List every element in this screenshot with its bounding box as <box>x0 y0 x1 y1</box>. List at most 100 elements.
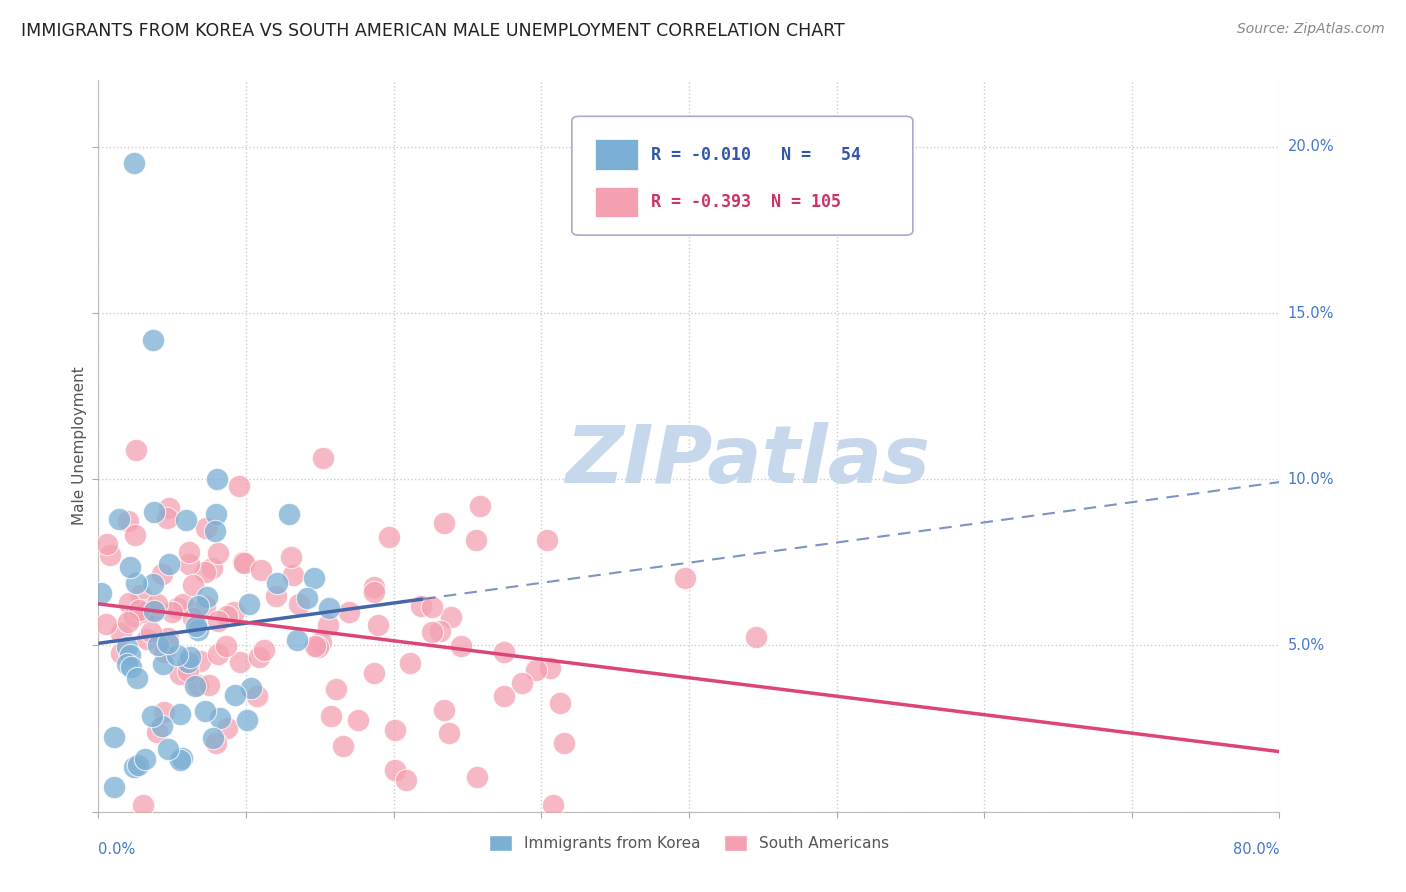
Point <box>399 657 422 671</box>
Point <box>118 596 141 610</box>
Point <box>316 617 339 632</box>
Point <box>304 571 326 585</box>
Point <box>283 568 305 582</box>
Point <box>146 638 169 652</box>
Point <box>285 632 308 647</box>
Point <box>429 624 451 638</box>
Point <box>470 499 492 513</box>
Point <box>152 645 174 659</box>
Point <box>153 705 176 719</box>
Point <box>156 636 179 650</box>
Point <box>377 530 399 544</box>
Point <box>146 725 169 739</box>
Point <box>384 763 406 777</box>
Point <box>120 648 142 662</box>
Point <box>128 603 150 617</box>
Point <box>309 635 332 649</box>
Text: Source: ZipAtlas.com: Source: ZipAtlas.com <box>1237 22 1385 37</box>
Point <box>492 644 515 658</box>
Point <box>127 758 149 772</box>
Point <box>295 591 318 606</box>
Point <box>142 603 165 617</box>
Point <box>124 528 146 542</box>
Point <box>125 443 148 458</box>
Point <box>394 772 416 787</box>
Point <box>125 671 148 685</box>
Point <box>150 566 173 581</box>
Point <box>157 558 180 572</box>
Point <box>510 676 533 690</box>
Point <box>745 630 768 644</box>
Point <box>150 719 173 733</box>
Point <box>673 571 696 585</box>
Point <box>122 608 145 623</box>
Point <box>157 742 180 756</box>
Point <box>177 545 200 559</box>
Point <box>152 657 174 671</box>
Point <box>246 689 269 703</box>
Point <box>146 597 169 611</box>
Point <box>207 614 229 628</box>
Point <box>367 618 389 632</box>
Point <box>264 589 287 603</box>
Point <box>166 648 188 662</box>
Point <box>166 601 188 615</box>
Point <box>122 156 145 170</box>
Point <box>304 639 326 653</box>
Point <box>207 472 229 486</box>
Point <box>169 753 191 767</box>
Point <box>278 507 301 521</box>
Point <box>440 610 463 624</box>
Point <box>217 721 239 735</box>
Point <box>139 625 162 640</box>
Point <box>115 657 138 671</box>
Point <box>200 561 222 575</box>
Legend: Immigrants from Korea, South Americans: Immigrants from Korea, South Americans <box>481 828 897 859</box>
Point <box>363 666 385 681</box>
Point <box>195 521 218 535</box>
Point <box>492 690 515 704</box>
Point <box>142 333 165 347</box>
Point <box>186 619 208 633</box>
Point <box>122 760 145 774</box>
Point <box>325 681 347 696</box>
Point <box>202 731 225 745</box>
Point <box>467 770 489 784</box>
Point <box>207 647 229 661</box>
Point <box>347 714 370 728</box>
Point <box>90 586 112 600</box>
Point <box>195 590 218 604</box>
Point <box>141 708 163 723</box>
Point <box>131 588 153 602</box>
Text: 15.0%: 15.0% <box>1288 306 1334 320</box>
Point <box>143 505 166 519</box>
Point <box>134 603 156 617</box>
Point <box>169 706 191 721</box>
Point <box>280 549 302 564</box>
Text: ZIPatlas: ZIPatlas <box>565 422 931 500</box>
Point <box>136 632 159 646</box>
Point <box>332 739 354 753</box>
Point <box>159 500 181 515</box>
Point <box>249 562 271 576</box>
Point <box>420 599 443 614</box>
Point <box>187 623 209 637</box>
Point <box>134 605 156 619</box>
Point <box>524 663 547 677</box>
Point <box>94 617 117 632</box>
Point <box>318 600 340 615</box>
Point <box>224 688 246 702</box>
Point <box>160 605 183 619</box>
Point <box>541 798 564 813</box>
Point <box>118 559 141 574</box>
Point <box>194 704 217 718</box>
Point <box>110 646 132 660</box>
Point <box>288 598 311 612</box>
Text: 10.0%: 10.0% <box>1288 472 1334 487</box>
Point <box>134 752 156 766</box>
Text: 20.0%: 20.0% <box>1288 139 1334 154</box>
Point <box>177 664 200 678</box>
Point <box>204 524 226 538</box>
Point <box>120 660 142 674</box>
Point <box>236 713 259 727</box>
